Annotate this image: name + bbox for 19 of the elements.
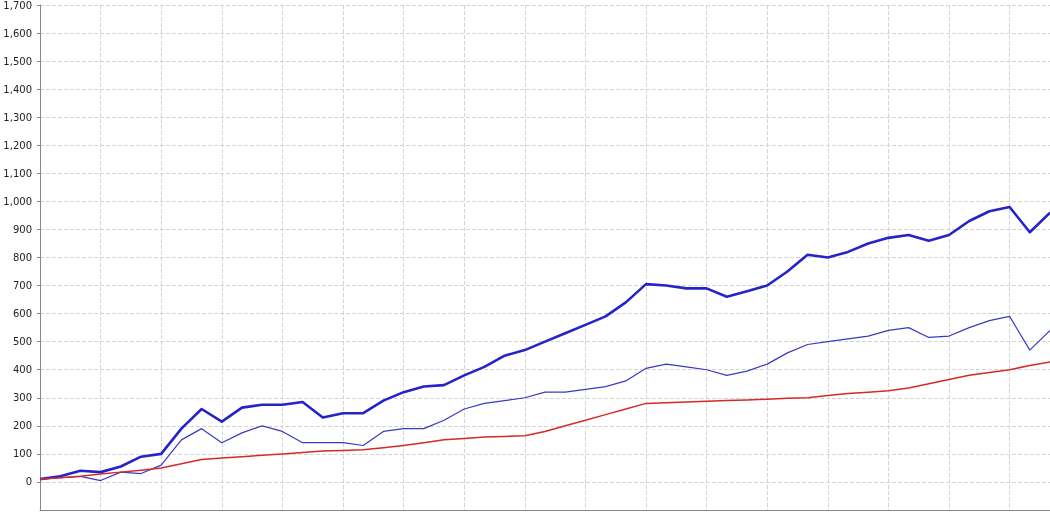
y-tick-label: 1,700 bbox=[3, 0, 32, 11]
y-tick-label: 900 bbox=[12, 223, 32, 235]
y-tick-label: 300 bbox=[12, 392, 32, 404]
y-tick-label: 400 bbox=[12, 364, 32, 376]
y-tick-label: 1,400 bbox=[3, 83, 32, 95]
y-tick-label: 500 bbox=[12, 336, 32, 348]
y-tick-label: 1,300 bbox=[3, 111, 32, 123]
y-tick-label: 700 bbox=[12, 280, 32, 292]
y-tick-label: 800 bbox=[12, 252, 32, 263]
y-tick-label: 1,000 bbox=[3, 195, 32, 207]
y-tick-label: 1,500 bbox=[3, 55, 32, 67]
y-tick-label: 100 bbox=[12, 448, 32, 460]
y-tick-label: 1,600 bbox=[3, 27, 32, 39]
line-series bbox=[39, 361, 1050, 480]
y-tick-label: 1,100 bbox=[3, 167, 32, 179]
y-tick-label: 200 bbox=[12, 420, 32, 432]
y-tick-label: 600 bbox=[12, 308, 32, 320]
y-tick-label: 1,200 bbox=[3, 139, 32, 151]
y-tick-label: 0 bbox=[25, 476, 32, 488]
